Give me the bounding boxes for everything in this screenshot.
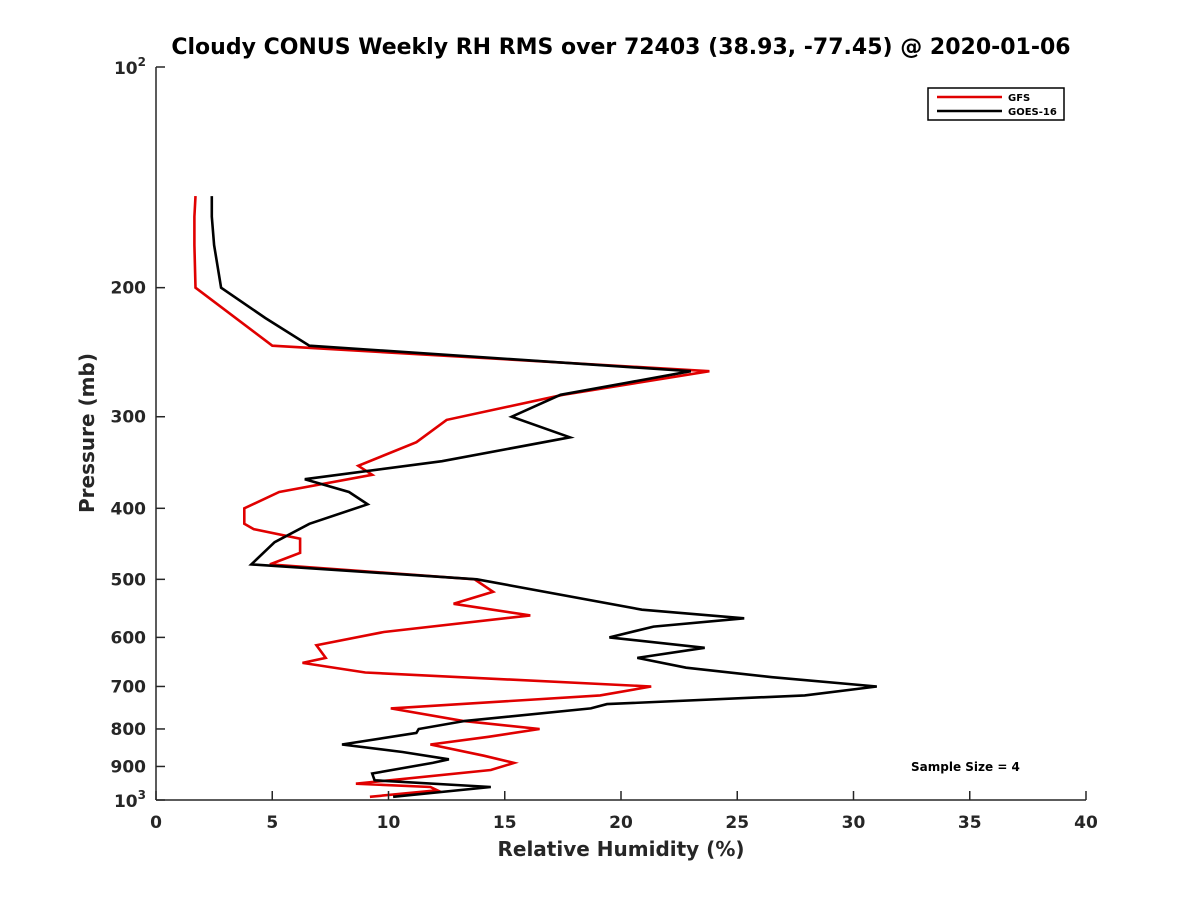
x-tick-label: 25: [725, 813, 749, 833]
y-tick-label: 700: [111, 677, 147, 697]
x-tick-label: 10: [377, 813, 401, 833]
x-tick-label: 35: [958, 813, 982, 833]
tick-layer: 0 5 10 15 20 25 30 35 40 200 300 400 500 600 700 800 900…: [111, 55, 1098, 833]
chart-title: Cloudy CONUS Weekly RH RMS over 72403 (3…: [171, 35, 1070, 60]
x-tick-label: 40: [1074, 813, 1098, 833]
y-tick-label: 900: [111, 757, 147, 777]
x-tick-label: 0: [150, 813, 162, 833]
x-tick-label: 30: [842, 813, 866, 833]
legend-label-goes-16: GOES-16: [1008, 107, 1057, 118]
x-axis-label: Relative Humidity (%): [497, 837, 744, 861]
legend-box: [927, 87, 1065, 121]
y-tick-label: 200: [111, 279, 147, 299]
x-tick-label: 20: [609, 813, 633, 833]
y-tick-label: 102: [114, 55, 146, 79]
y-tick-label: 500: [111, 570, 147, 590]
y-tick-label: 400: [111, 499, 147, 519]
y-tick-label: 300: [111, 408, 147, 428]
series-line-goes-16: [210, 196, 877, 799]
series-line-gfs: [193, 196, 710, 799]
x-tick-label: 15: [493, 813, 517, 833]
sample-size-annotation: Sample Size = 4: [911, 760, 1020, 774]
x-tick-label: 5: [266, 813, 278, 833]
legend-label-gfs: GFS: [1008, 93, 1030, 104]
y-tick-label: 800: [111, 720, 147, 740]
y-tick-label: 103: [114, 788, 146, 812]
y-tick-label: 600: [111, 628, 147, 648]
series-layer: [193, 196, 877, 799]
plot-axes: [155, 67, 1086, 801]
legend: GFS GOES-16: [927, 87, 1065, 121]
y-axis-label: Pressure (mb): [75, 353, 99, 513]
